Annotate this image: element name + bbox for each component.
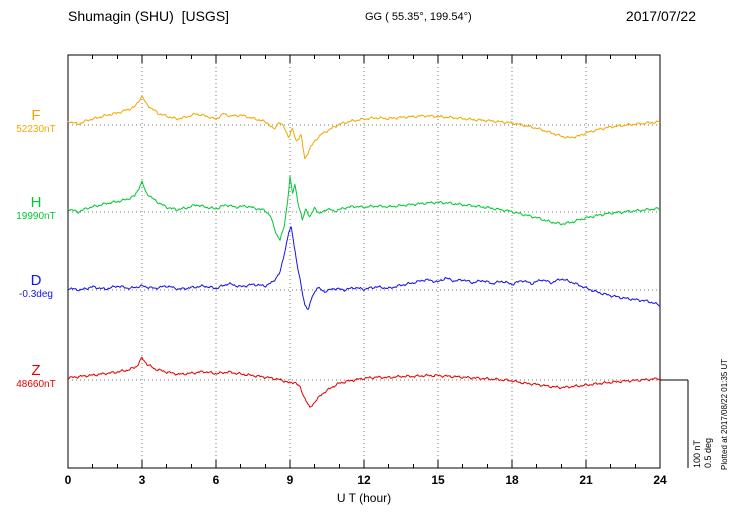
series-label-d: D -0.3deg — [6, 273, 66, 301]
series-baseline-h: 19990nT — [16, 211, 56, 222]
series-letter-h: H — [30, 194, 42, 211]
series-label-f: F 52230nT — [6, 108, 66, 136]
geographic-coords: GG ( 55.35°, 199.54°) — [365, 11, 472, 23]
plotted-at-note: Plotted at 2017/08/22 01:35 UT — [720, 358, 729, 470]
series-letter-z: Z — [31, 362, 41, 379]
series-baseline-f: 52230nT — [16, 124, 56, 135]
station-title: Shumagin (SHU) [USGS] — [68, 8, 230, 24]
scale-label-deg: 0.5 deg — [703, 437, 713, 468]
series-baseline-z: 48660nT — [16, 379, 56, 390]
series-label-h: H 19990nT — [6, 195, 66, 223]
plot-date: 2017/07/22 — [625, 8, 696, 24]
x-axis-title: U T (hour) — [336, 491, 392, 505]
scale-label-nt: 100 nT — [692, 439, 702, 468]
series-letter-d: D — [30, 272, 42, 289]
series-letter-f: F — [31, 107, 41, 124]
series-baseline-d: -0.3deg — [19, 289, 53, 300]
scale-bar-labels: 100 nT 0.5 deg — [692, 376, 714, 468]
series-label-z: Z 48660nT — [6, 363, 66, 391]
